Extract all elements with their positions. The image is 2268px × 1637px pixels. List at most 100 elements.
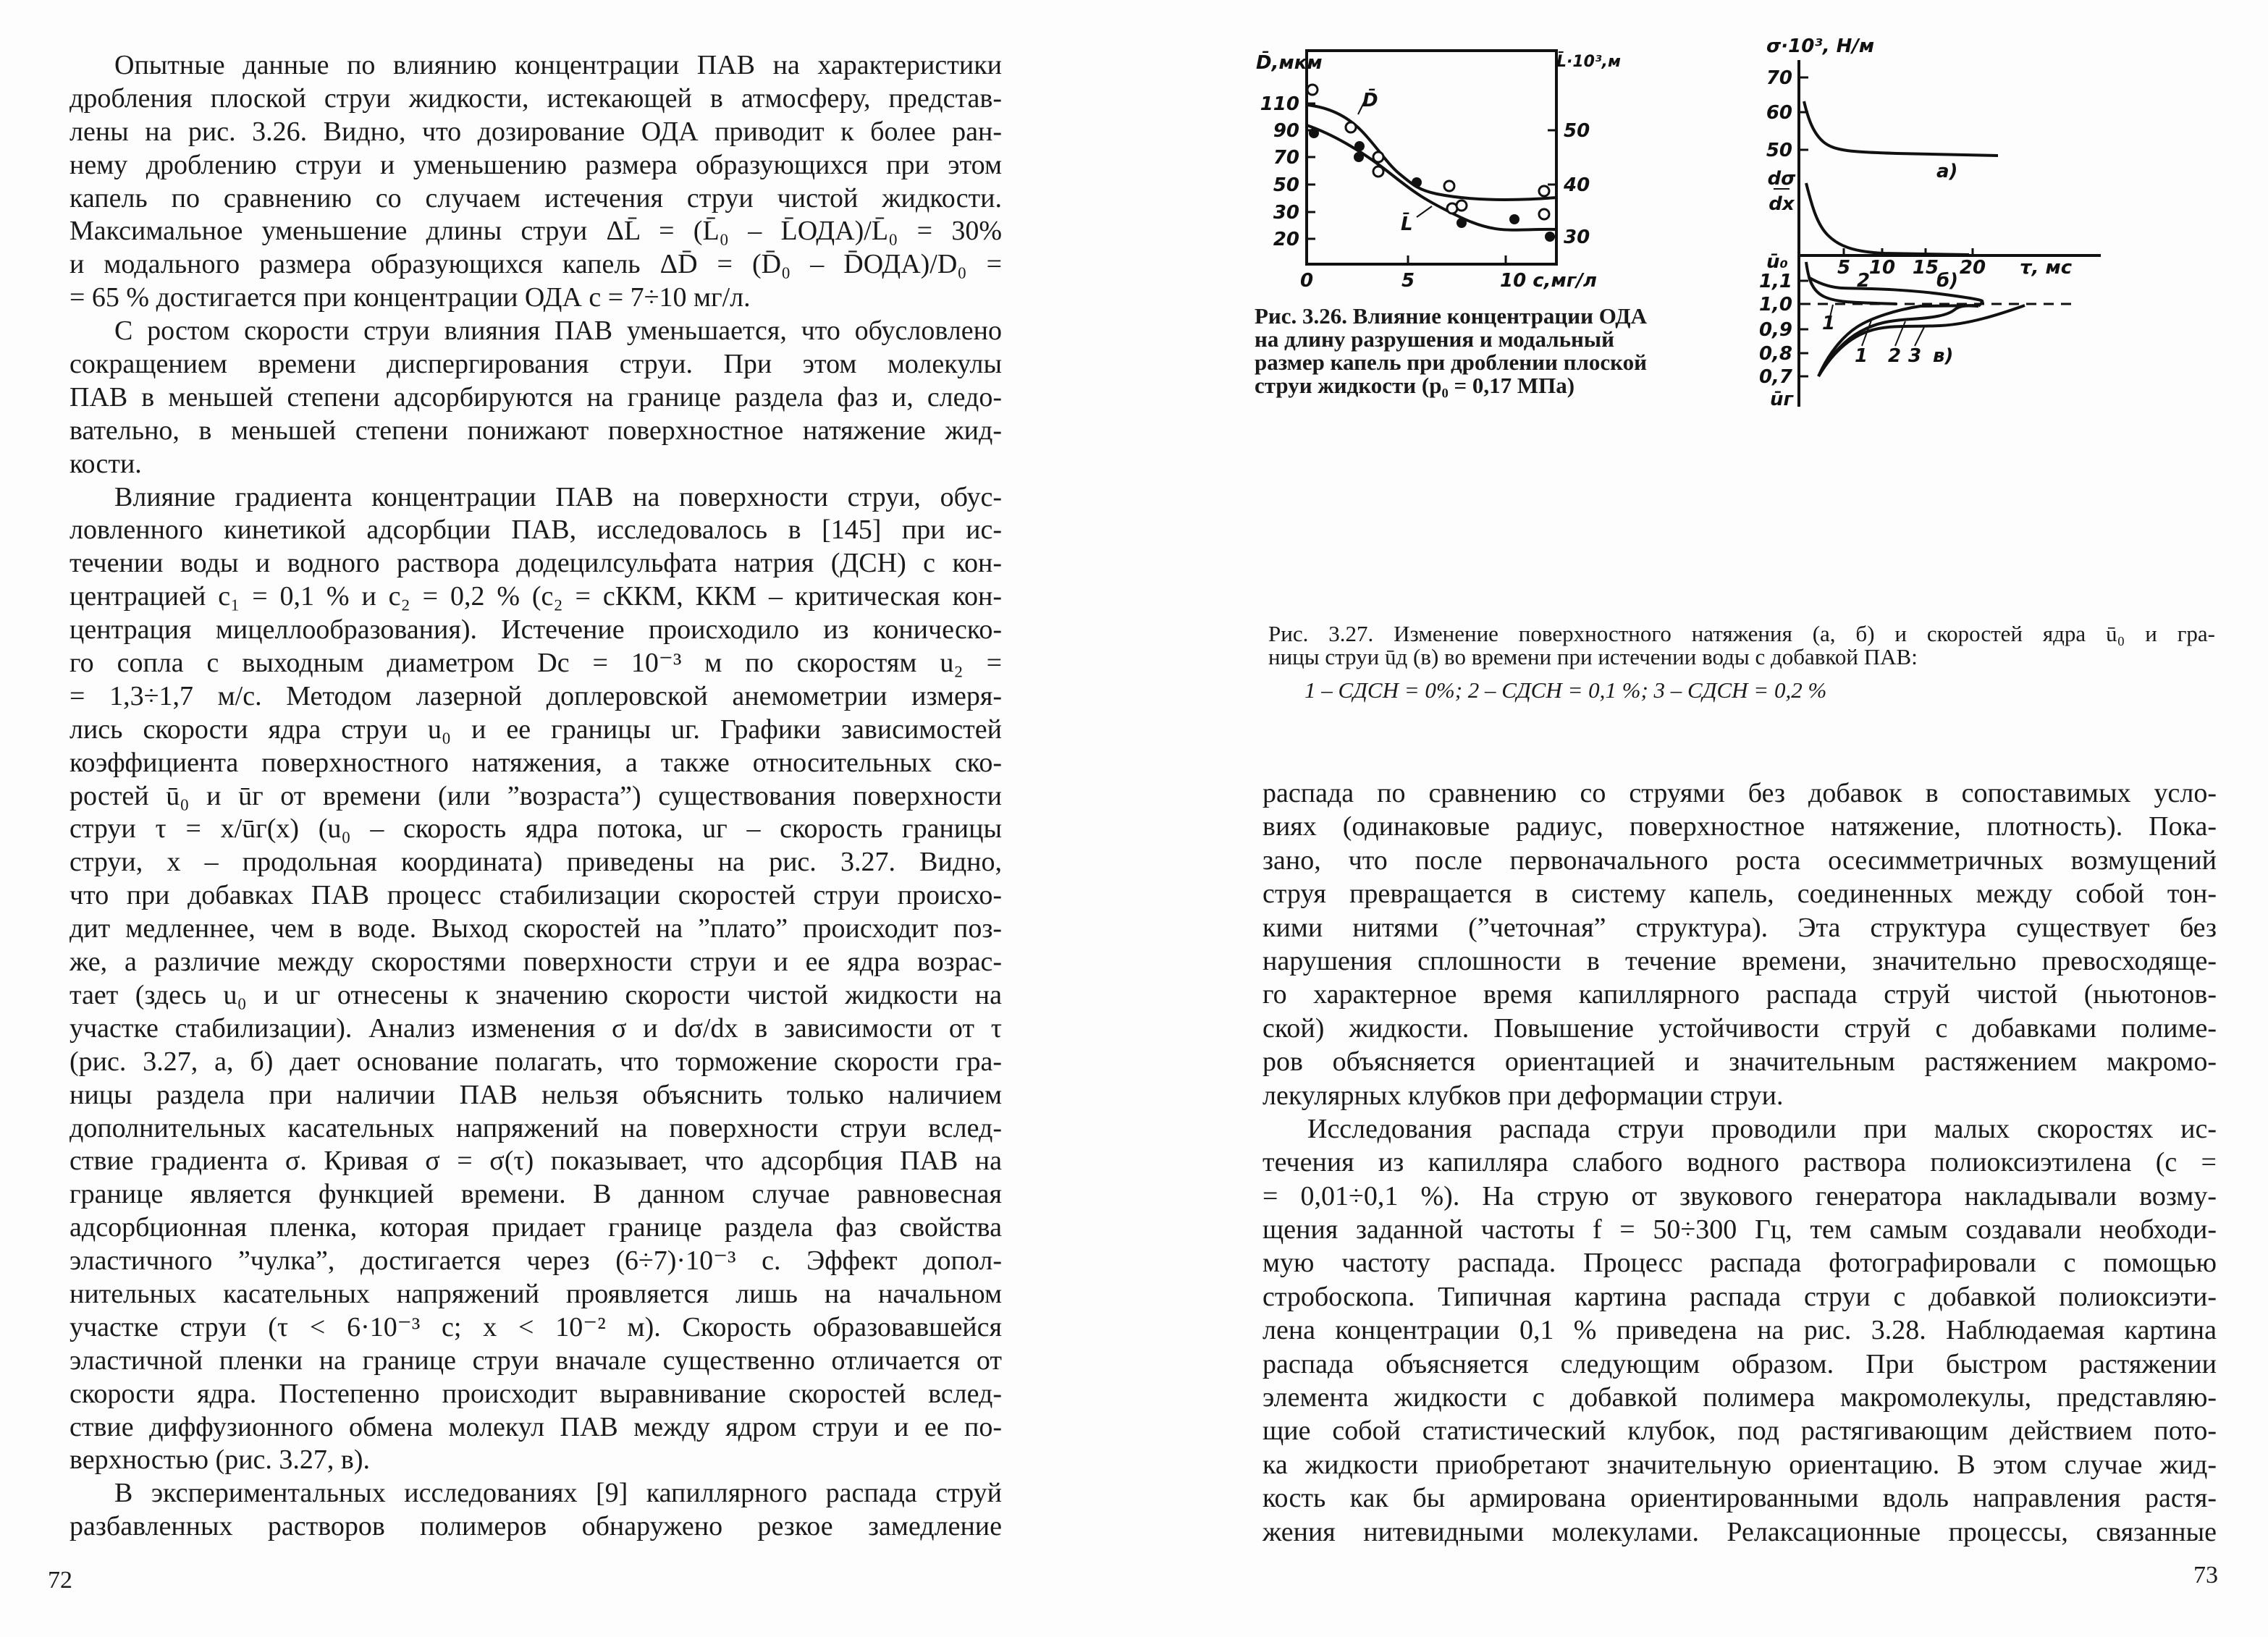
y-tick: 1,1 (1759, 271, 1792, 292)
text-line: = 65 % достигается при концентрации ОДА … (69, 282, 751, 313)
y-tick: 50 (1766, 140, 1792, 161)
text-line: капель по сравнению со случаем истечения… (69, 182, 1002, 213)
curve-number: 2 (1888, 345, 1901, 367)
open-data-point (1455, 199, 1468, 212)
filled-data-point (1309, 128, 1319, 138)
u0-label: ū₀ (1766, 251, 1788, 273)
text-line: С ростом скорости струи влияния ПАВ умен… (114, 316, 1002, 347)
curve-D (1306, 103, 1557, 201)
x-tick: 20 (1960, 257, 1986, 279)
panel-label-v: в) (1933, 345, 1953, 367)
text-line: стробоскопа. Типичная картина распада ст… (1262, 1281, 2217, 1312)
curve-number: 1 (1855, 345, 1868, 367)
tick-marks (1307, 102, 1556, 264)
caption-line: на длину разрушения и модальный (1255, 326, 1614, 352)
text-line: лись скорости ядра струи u₀ и ее границы… (69, 714, 1002, 745)
curve-ug-1 (1817, 304, 1979, 377)
caption-legend: 1 – CДСН = 0%; 2 – CДСН = 0,1 %; 3 – CДС… (1304, 677, 1827, 703)
text-line: нему дроблению струи и уменьшению размер… (69, 149, 1002, 180)
text-line: коэффициента поверхностного натяжения, а… (69, 747, 1002, 778)
text-line: В экспериментальных исследованиях [9] ка… (114, 1478, 1002, 1509)
x-tick: 15 (1913, 257, 1939, 279)
filled-data-point (1545, 232, 1555, 242)
text-line: Максимальное уменьшение длины струи ΔL̄ … (69, 216, 1002, 247)
leader-line (1416, 206, 1433, 218)
curve-number: 3 (1908, 345, 1921, 367)
page-number-right: 73 (2193, 1562, 2218, 1589)
text-line: Опытные данные по влиянию концентрации П… (114, 50, 1002, 80)
text-line: жения нитевидными молекулами. Релаксацио… (1262, 1516, 2217, 1547)
text-line: лекулярных клубков при деформации струи. (1262, 1080, 1784, 1111)
text-line: эластичной пленки на границе струи внача… (69, 1345, 1002, 1376)
text-line: распада по сравнению со струями без доба… (1262, 778, 2217, 808)
ug-label: ūг (1770, 389, 1795, 410)
text-line: нарушения сплошности в течение времени, … (1262, 945, 2217, 976)
caption-line: струи жидкости (p₀ = 0,17 МПа) (1255, 373, 1575, 398)
figure-3-27-labels: σ·10³, Н/м 70 60 50 dσ dx а) 5 10 15 20 … (1759, 35, 2073, 410)
text-line: дробления плоской струи жидкости, истека… (69, 83, 1002, 114)
y-left-label: D̄,мкм (1256, 50, 1323, 74)
text-line: элемента жидкости с добавкой полимера ма… (1262, 1382, 2217, 1413)
text-line: струя превращается в систему капель, сое… (1262, 879, 2217, 910)
text-line: струи, x – продольная координата) привед… (69, 847, 1002, 878)
curve-dsigma-dx (1805, 182, 1970, 256)
text-line: ловленного кинетикой адсорбции ПАВ, иссл… (69, 515, 1002, 546)
filled-data-point (1354, 152, 1364, 162)
open-data-point (1538, 208, 1551, 221)
caption-line: размер капель при дроблении плоской (1255, 350, 1647, 375)
figure-3-26 (1305, 49, 1558, 266)
text-line: лена концентрации 0,1 % приведена на рис… (1262, 1315, 2217, 1346)
text-line: зано, что после первоначального роста ос… (1262, 845, 2217, 876)
curve-u0-2 (1807, 276, 1985, 308)
text-line: ка жидкости приобретают значительную ори… (1262, 1449, 2217, 1480)
leader-lines (1829, 304, 1925, 347)
y-right-label: L̄·10³,м (1556, 52, 1621, 71)
text-line: струи τ = x/ūг(x) (u₀ – скорость ядра по… (69, 813, 1002, 845)
text-line: течении воды и водного раствора додецилс… (69, 548, 1002, 579)
text-line: ров объясняется ориентацией и значительн… (1262, 1046, 2217, 1078)
y-right-tick: 30 (1564, 227, 1590, 248)
text-line: мую частоту распада. Процесс распада фот… (1262, 1248, 2217, 1279)
panel-label-a: а) (1936, 161, 1957, 182)
open-data-point (1306, 83, 1319, 96)
text-line: ствие градиента σ. Кривая σ = σ(τ) показ… (69, 1146, 1002, 1177)
filled-data-point (1509, 214, 1519, 224)
text-line: ской) жидкости. Повышение устойчивости с… (1262, 1012, 2217, 1044)
x-tick: 10 c,мг/л (1500, 270, 1597, 292)
panel-label-b: б) (1936, 270, 1958, 292)
text-line: течения из капилляра слабого водного рас… (1262, 1147, 2217, 1178)
text-line: распада объясняется следующим образом. П… (1262, 1348, 2217, 1379)
y-tick: 0,9 (1759, 319, 1792, 341)
open-data-point (1372, 165, 1385, 178)
y-tick: 70 (1766, 67, 1792, 89)
text-line: участке стабилизации). Анализ изменения … (69, 1012, 1002, 1044)
y-top-label: σ·10³, Н/м (1766, 35, 1874, 57)
page-number-left: 72 (48, 1567, 72, 1594)
text-line: го характерное время капиллярного распад… (1262, 979, 2217, 1010)
curve-L (1306, 124, 1557, 232)
figure-3-26-labels: D̄,мкм L̄·10³,м 110 90 70 50 30 20 50 40… (1256, 50, 1621, 292)
text-line: ПАВ в меньшей степени адсорбируются на г… (69, 381, 1002, 413)
plot-frame (1305, 49, 1558, 266)
text-line: ницы раздела при наличии ПАВ нельзя объя… (69, 1079, 1002, 1110)
y-tick: 20 (1273, 229, 1299, 250)
curve-label-D: D̄ (1362, 88, 1378, 111)
text-line: щие собой статистический клубок, под рас… (1262, 1416, 2217, 1447)
text-line: дит медленнее, чем в воде. Выход скорост… (69, 913, 1002, 944)
text-line: верхностью (рис. 3.27, в). (69, 1444, 371, 1476)
text-line: лены на рис. 3.26. Видно, что дозировани… (69, 116, 1002, 147)
text-line: го сопла с выходным диаметром Dс = 10⁻³ … (69, 648, 1002, 679)
x-tick: 5 (1837, 257, 1850, 279)
figure-3-27-caption: Рис. 3.27. Изменение поверхностного натя… (1268, 622, 2215, 702)
text-line: скорости ядра. Постепенно происходит выр… (69, 1378, 1002, 1409)
text-line: Исследования распада струи проводили при… (1307, 1113, 2217, 1144)
filled-data-point (1412, 177, 1422, 187)
y-tick: 0,7 (1759, 366, 1793, 388)
text-line: виях (одинаковые радиус, поверхностное н… (1262, 811, 2217, 842)
caption-line: Рис. 3.27. Изменение поверхностного натя… (1268, 621, 2215, 646)
leader-line (1357, 101, 1365, 115)
text-line: ствие диффузионного обмена молекул ПАВ м… (69, 1411, 1002, 1442)
text-line: разбавленных растворов полимеров обнаруж… (69, 1511, 1002, 1542)
open-data-point (1372, 151, 1385, 164)
open-data-point (1443, 179, 1456, 193)
